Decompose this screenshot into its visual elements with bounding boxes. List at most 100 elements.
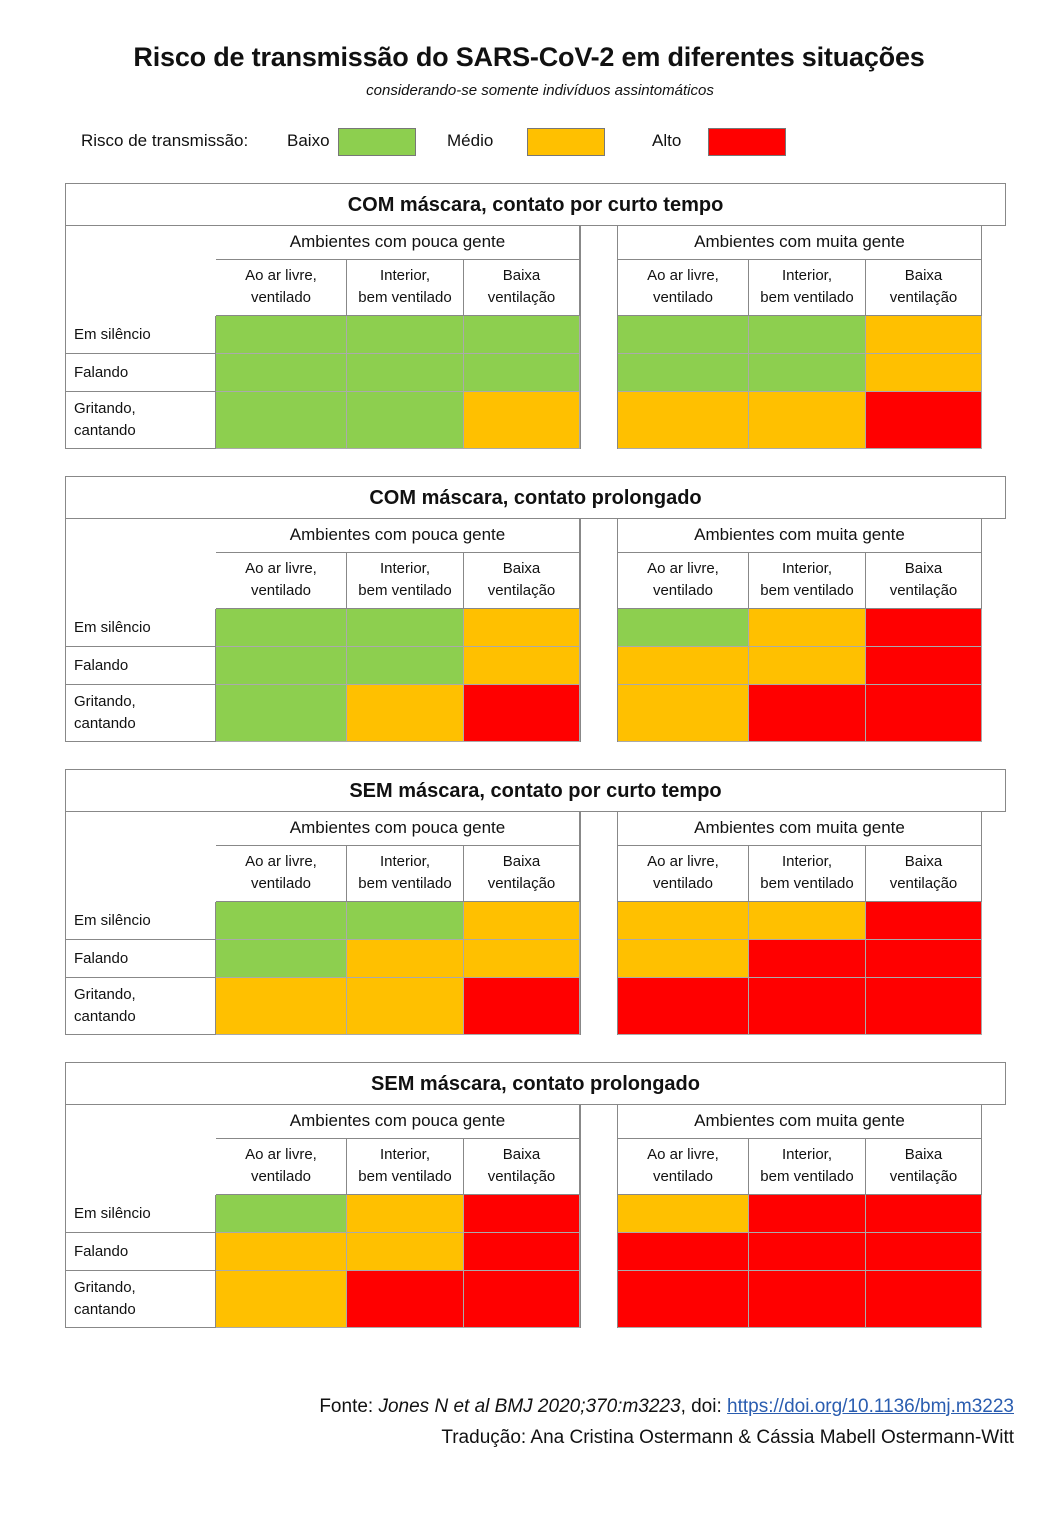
- column-header: Ao ar livre, ventilado: [618, 553, 749, 609]
- risk-cell: [866, 354, 982, 392]
- risk-cell: [216, 1195, 347, 1233]
- column-header: Ao ar livre, ventilado: [216, 260, 347, 316]
- row-label-gritando-cantando: Gritando, cantando: [65, 685, 216, 742]
- risk-cell: [347, 1233, 464, 1271]
- panel-title: COM máscara, contato por curto tempo: [65, 183, 1006, 226]
- legend-medium-label: Médio: [447, 131, 494, 150]
- row-label-falando: Falando: [65, 354, 216, 392]
- risk-cell: [618, 392, 749, 449]
- doi-link[interactable]: https://doi.org/10.1136/bmj.m3223: [727, 1396, 1014, 1417]
- column-header: Ao ar livre, ventilado: [618, 260, 749, 316]
- risk-cell: [866, 392, 982, 449]
- column-header: Interior, bem ventilado: [347, 846, 464, 902]
- row-label-em-silencio: Em silêncio: [65, 609, 216, 647]
- group-header-ambientes-com-pouca-gente: Ambientes com pouca gente: [216, 226, 580, 260]
- risk-cell: [216, 940, 347, 978]
- risk-cell: [749, 1195, 866, 1233]
- risk-cell: [749, 940, 866, 978]
- risk-cell: [866, 647, 982, 685]
- risk-cell: [216, 978, 347, 1035]
- risk-cell: [866, 940, 982, 978]
- risk-cell: [749, 902, 866, 940]
- panel-title: SEM máscara, contato por curto tempo: [65, 769, 1006, 812]
- risk-cell: [216, 902, 347, 940]
- risk-cell: [216, 609, 347, 647]
- row-label-gritando-cantando: Gritando, cantando: [65, 978, 216, 1035]
- source-reference: Jones N et al BMJ 2020;370:m3223: [378, 1396, 681, 1417]
- column-header: Ao ar livre, ventilado: [618, 846, 749, 902]
- risk-cell: [618, 685, 749, 742]
- risk-cell: [749, 647, 866, 685]
- risk-cell: [347, 392, 464, 449]
- risk-cell: [216, 1233, 347, 1271]
- risk-cell: [464, 316, 580, 354]
- risk-cell: [618, 647, 749, 685]
- column-header: Interior, bem ventilado: [749, 260, 866, 316]
- risk-cell: [866, 1233, 982, 1271]
- risk-cell: [464, 940, 580, 978]
- risk-cell: [216, 354, 347, 392]
- column-header: Baixa ventilação: [464, 846, 580, 902]
- column-header: Ao ar livre, ventilado: [216, 553, 347, 609]
- risk-cell: [749, 316, 866, 354]
- column-header: Baixa ventilação: [464, 260, 580, 316]
- risk-cell: [618, 940, 749, 978]
- risk-cell: [464, 685, 580, 742]
- risk-cell: [866, 1195, 982, 1233]
- risk-cell: [464, 1195, 580, 1233]
- panel-title: COM máscara, contato prolongado: [65, 476, 1006, 519]
- risk-cell: [216, 647, 347, 685]
- risk-cell: [866, 685, 982, 742]
- legend-low-swatch: [338, 128, 416, 156]
- row-label-falando: Falando: [65, 940, 216, 978]
- risk-cell: [464, 392, 580, 449]
- group-header-ambientes-com-pouca-gente: Ambientes com pouca gente: [216, 812, 580, 846]
- legend-medium-swatch: [527, 128, 605, 156]
- chart-title: Risco de transmissão do SARS-CoV-2 em di…: [133, 42, 925, 72]
- legend-high-label: Alto: [652, 131, 682, 150]
- column-header: Baixa ventilação: [866, 553, 982, 609]
- row-label-em-silencio: Em silêncio: [65, 316, 216, 354]
- risk-cell: [347, 354, 464, 392]
- column-header: Baixa ventilação: [866, 846, 982, 902]
- row-label-em-silencio: Em silêncio: [65, 1195, 216, 1233]
- risk-cell: [464, 978, 580, 1035]
- risk-cell: [618, 1233, 749, 1271]
- panel-title: SEM máscara, contato prolongado: [65, 1062, 1006, 1105]
- risk-cell: [347, 978, 464, 1035]
- source-prefix: Fonte:: [319, 1396, 379, 1417]
- risk-cell: [749, 685, 866, 742]
- risk-cell: [347, 1195, 464, 1233]
- group-header-ambientes-com-muita-gente: Ambientes com muita gente: [618, 1105, 982, 1139]
- risk-cell: [749, 609, 866, 647]
- risk-cell: [749, 1233, 866, 1271]
- risk-cell: [347, 1271, 464, 1328]
- risk-cell: [618, 978, 749, 1035]
- chart-subtitle: considerando-se somente indivíduos assin…: [366, 82, 714, 99]
- column-header: Baixa ventilação: [866, 260, 982, 316]
- risk-cell: [347, 609, 464, 647]
- legend-high-swatch: [708, 128, 786, 156]
- risk-cell: [618, 902, 749, 940]
- risk-cell: [749, 978, 866, 1035]
- risk-cell: [347, 685, 464, 742]
- risk-cell: [347, 940, 464, 978]
- risk-cell: [618, 316, 749, 354]
- group-header-ambientes-com-muita-gente: Ambientes com muita gente: [618, 519, 982, 553]
- legend: Risco de transmissão: Baixo Médio Alto: [0, 128, 1058, 158]
- risk-cell: [347, 647, 464, 685]
- column-header: Interior, bem ventilado: [347, 553, 464, 609]
- risk-cell: [866, 1271, 982, 1328]
- risk-cell: [866, 902, 982, 940]
- risk-cell: [464, 354, 580, 392]
- risk-cell: [347, 316, 464, 354]
- risk-cell: [618, 1195, 749, 1233]
- column-header: Ao ar livre, ventilado: [618, 1139, 749, 1195]
- legend-low-label: Baixo: [287, 131, 330, 150]
- column-header: Ao ar livre, ventilado: [216, 846, 347, 902]
- risk-cell: [618, 1271, 749, 1328]
- risk-cell: [347, 902, 464, 940]
- row-label-falando: Falando: [65, 1233, 216, 1271]
- risk-cell: [464, 609, 580, 647]
- risk-cell: [216, 316, 347, 354]
